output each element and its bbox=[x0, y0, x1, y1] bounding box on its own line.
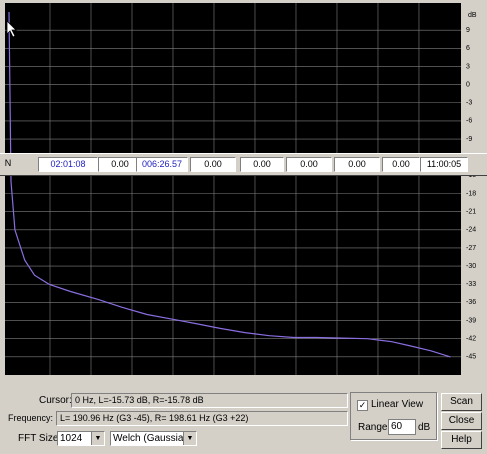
scan-button[interactable]: Scan bbox=[441, 393, 482, 411]
mouse-pointer bbox=[6, 20, 17, 38]
cursor-value: 0 Hz, L=-15.73 dB, R=-15.78 dB bbox=[71, 393, 348, 408]
spectrum-chart: Hz dB 2000400060008000100001200014000160… bbox=[5, 3, 477, 380]
frequency-label: Frequency: bbox=[8, 413, 54, 423]
overlay-toolbar: N 02:01:08 0.00 006:26.57 0.00 0.00 0.00 0.00 0.… bbox=[0, 153, 487, 176]
dropdown-arrow[interactable]: ▼ bbox=[91, 432, 104, 445]
range-label: Range bbox=[358, 422, 388, 433]
strip-field: 0.00 bbox=[334, 157, 380, 172]
close-button[interactable]: Close bbox=[441, 412, 482, 430]
window-value: Welch (Gaussian) bbox=[113, 433, 193, 444]
y-tick-label: -36 bbox=[466, 299, 476, 306]
window-select[interactable]: Welch (Gaussian) ▼ bbox=[110, 431, 197, 446]
y-tick-label: 6 bbox=[466, 45, 470, 52]
y-tick-label: -21 bbox=[466, 208, 476, 215]
y-tick-label: 3 bbox=[466, 63, 470, 70]
y-tick-label: -18 bbox=[466, 190, 476, 197]
linear-view-label: Linear View bbox=[371, 399, 424, 410]
strip-field: 006:26.57 bbox=[136, 157, 188, 172]
strip-field: 11:00:05 bbox=[420, 157, 468, 172]
strip-field: 0.00 bbox=[286, 157, 332, 172]
fft-size-select[interactable]: 1024 ▼ bbox=[57, 431, 105, 446]
help-button[interactable]: Help bbox=[441, 431, 482, 449]
dropdown-arrow[interactable]: ▼ bbox=[183, 432, 196, 445]
cursor-label: Cursor: bbox=[39, 395, 72, 406]
y-tick-label: -39 bbox=[466, 317, 476, 324]
range-unit: dB bbox=[418, 422, 431, 433]
y-tick-label: -42 bbox=[466, 336, 476, 343]
fft-size-label: FFT Size: bbox=[18, 433, 62, 444]
strip-field: 0.00 bbox=[240, 157, 284, 172]
strip-field: N bbox=[2, 157, 14, 170]
strip-field: 0.00 bbox=[98, 157, 142, 172]
strip-field: 02:01:08 bbox=[38, 157, 98, 172]
plot-background bbox=[5, 3, 461, 375]
strip-field: 0.00 bbox=[382, 157, 420, 172]
y-tick-label: -45 bbox=[466, 354, 476, 361]
y-tick-label: 9 bbox=[466, 27, 470, 34]
fft-size-value: 1024 bbox=[60, 433, 83, 444]
strip-field: 0.00 bbox=[190, 157, 236, 172]
y-tick-label: -33 bbox=[466, 281, 476, 288]
y-axis-label: dB bbox=[468, 12, 477, 19]
y-tick-label: 0 bbox=[466, 81, 470, 88]
spectrum-line bbox=[8, 11, 451, 358]
y-tick-label: -3 bbox=[466, 100, 472, 107]
linear-view-checkbox[interactable]: ✓ bbox=[357, 400, 368, 411]
range-input[interactable]: 60 bbox=[388, 419, 416, 435]
y-tick-label: -24 bbox=[466, 227, 476, 234]
y-tick-label: -9 bbox=[466, 136, 472, 143]
frequency-value: L= 190.96 Hz (G3 -45), R= 198.61 Hz (G3 … bbox=[56, 411, 348, 426]
y-tick-label: -30 bbox=[466, 263, 476, 270]
y-tick-label: -27 bbox=[466, 245, 476, 252]
view-group bbox=[350, 392, 437, 440]
y-tick-label: -6 bbox=[466, 118, 472, 125]
